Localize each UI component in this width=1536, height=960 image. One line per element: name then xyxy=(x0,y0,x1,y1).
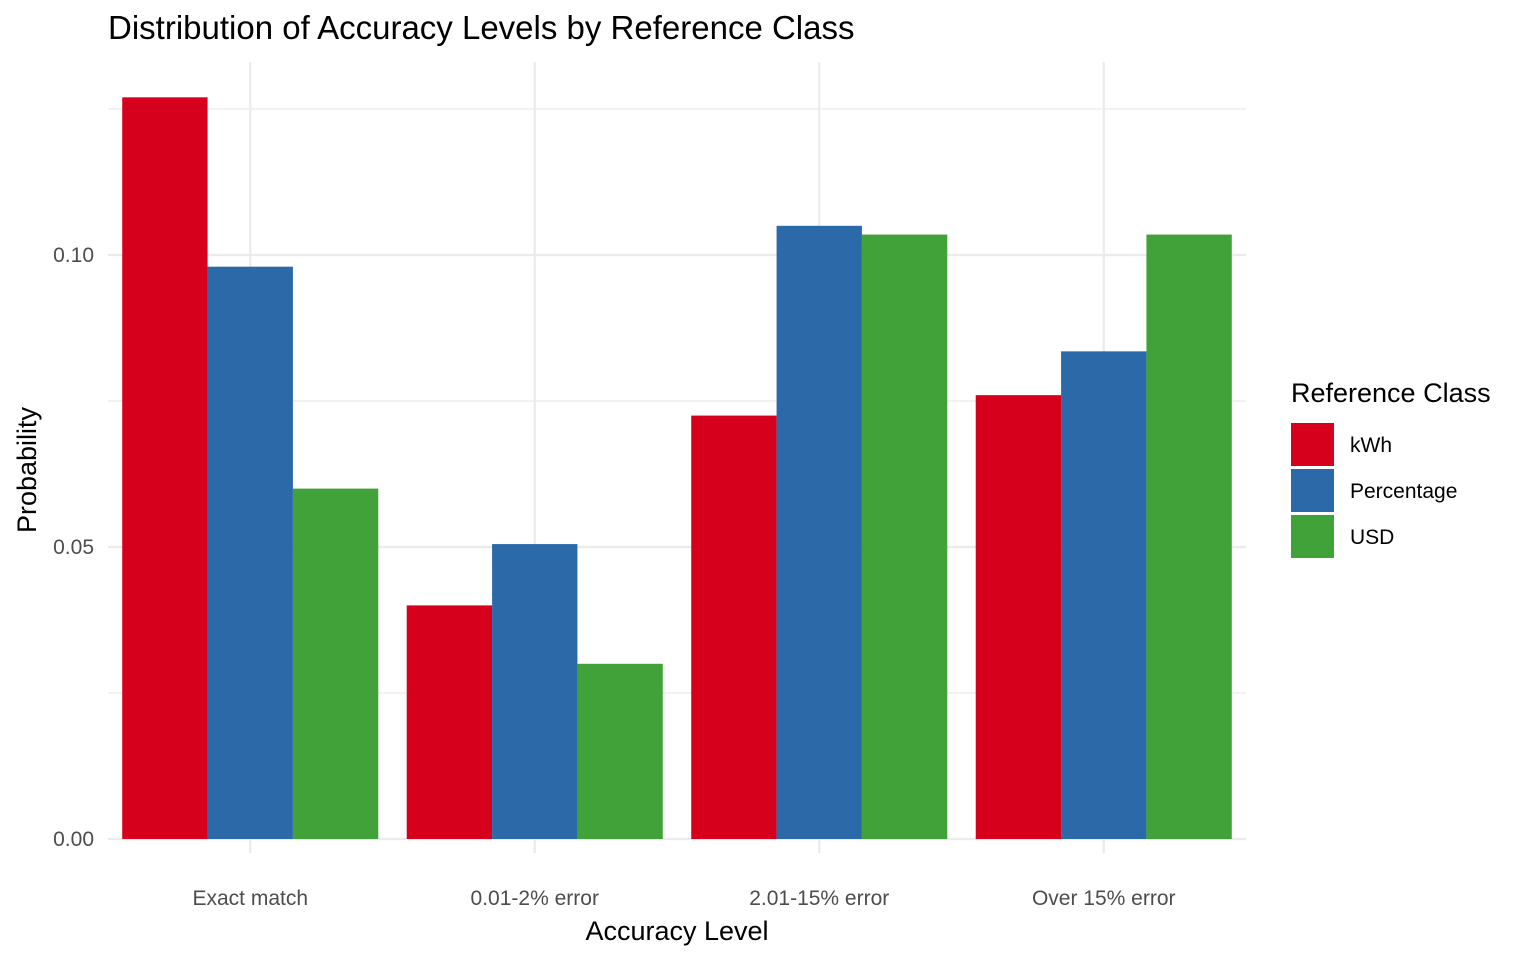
bar-percentage xyxy=(1061,351,1147,839)
bar-percentage xyxy=(776,225,862,840)
bar-kwh xyxy=(122,97,208,839)
y-axis-ticks: 0.00 0.05 0.10 xyxy=(53,244,94,851)
bars xyxy=(122,97,1232,840)
legend-swatch-usd xyxy=(1291,515,1334,558)
legend-items: kWh Percentage USD xyxy=(1291,423,1457,558)
bar-usd xyxy=(1146,234,1232,839)
legend-title: Reference Class xyxy=(1291,378,1491,408)
bar-percentage xyxy=(207,266,293,839)
legend-label-percentage: Percentage xyxy=(1350,480,1457,503)
bar-kwh xyxy=(691,415,777,839)
legend: Reference Class kWh Percentage USD xyxy=(1291,378,1491,558)
x-tick-label: 0.01-2% error xyxy=(471,887,599,910)
x-tick-label: Over 15% error xyxy=(1032,887,1176,910)
legend-label-kwh: kWh xyxy=(1350,434,1392,457)
y-tick-label: 0.00 xyxy=(53,828,94,851)
y-tick-label: 0.10 xyxy=(53,244,94,267)
x-axis-ticks: Exact match 0.01-2% error 2.01-15% error Ov… xyxy=(192,887,1175,910)
bar-percentage xyxy=(492,544,578,839)
y-axis-title: Probability xyxy=(12,406,42,533)
x-tick-label: Exact match xyxy=(192,887,308,910)
x-tick-label: 2.01-15% error xyxy=(749,887,889,910)
bar-kwh xyxy=(406,605,493,839)
legend-label-usd: USD xyxy=(1350,526,1394,549)
bar-usd xyxy=(861,234,948,839)
bar-kwh xyxy=(975,395,1062,839)
bar-usd xyxy=(577,663,663,839)
chart-title: Distribution of Accuracy Levels by Refer… xyxy=(108,9,855,46)
bar-usd xyxy=(292,488,379,839)
y-tick-label: 0.05 xyxy=(53,536,94,559)
legend-swatch-percentage xyxy=(1291,469,1334,512)
x-axis-title: Accuracy Level xyxy=(585,916,768,946)
legend-swatch-kwh xyxy=(1291,423,1334,466)
